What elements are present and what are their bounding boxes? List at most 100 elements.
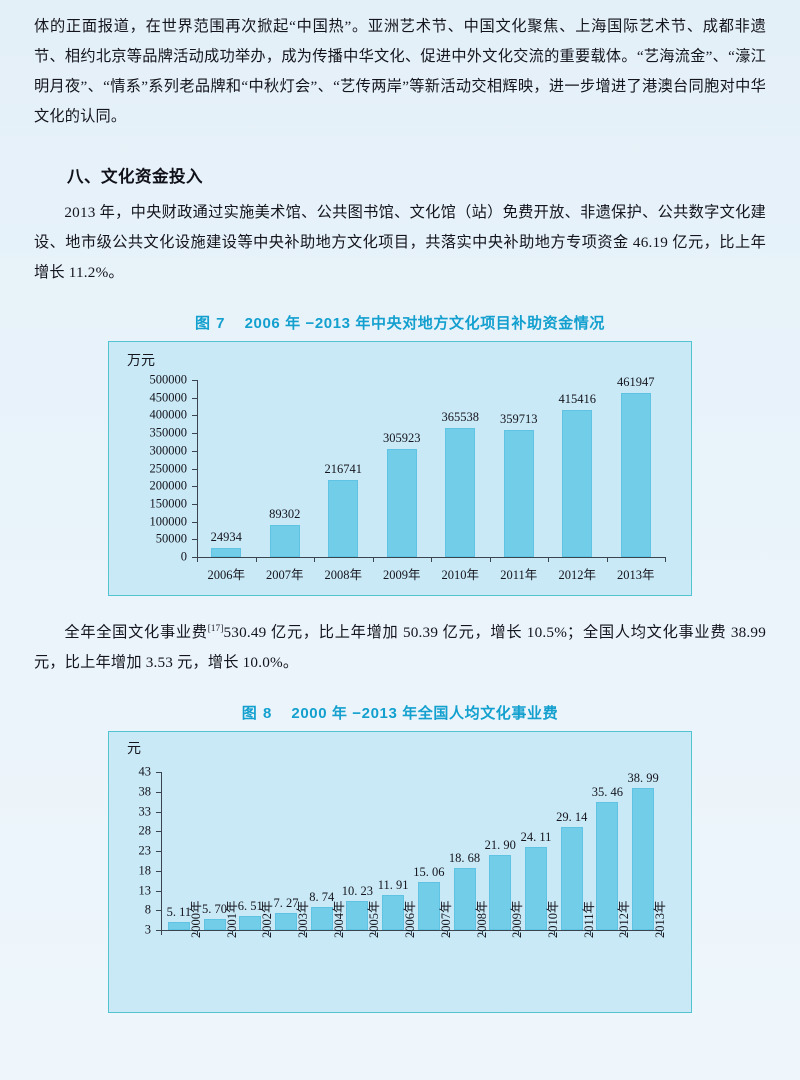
y-tick-mark: [192, 539, 198, 541]
x-tick-label: 2005年: [367, 900, 382, 938]
y-tick-mark: [192, 397, 198, 399]
y-tick-mark: [192, 486, 198, 488]
figure8-label: 图 8: [241, 705, 273, 722]
bar: [489, 855, 512, 930]
x-tick-mark: [661, 930, 662, 935]
figure8-title: 图 8 2000 年 −2013 年全国人均文化事业费: [34, 702, 766, 723]
x-tick-mark: [161, 930, 162, 935]
y-tick-label: 300000: [149, 443, 188, 458]
y-tick-label: 50000: [155, 531, 187, 546]
x-tick-mark: [197, 557, 198, 562]
y-tick-mark: [156, 772, 162, 773]
x-tick-label: 2012年: [558, 568, 596, 582]
y-tick-mark: [156, 910, 162, 912]
figure8-plot-area: 3 8 13 18 23 28 33 38 43 5. 11 2000年 5. 70 2001年 6. 5…: [139, 765, 668, 939]
bar-value-label: 359713: [500, 411, 538, 426]
figure7-y-unit: 万元: [127, 354, 155, 369]
bar: [445, 427, 476, 557]
y-tick-mark: [156, 851, 162, 852]
x-tick-mark: [303, 930, 305, 935]
bar: [382, 894, 405, 930]
y-tick-mark: [192, 468, 198, 470]
bar: [417, 882, 440, 930]
x-tick-label: 2004年: [331, 900, 346, 938]
figure8-y-unit: 元: [127, 742, 141, 757]
y-tick-label: 100000: [149, 514, 188, 529]
y-tick-label: 0: [180, 549, 187, 564]
y-tick-label: 33: [138, 804, 152, 818]
spacer: [34, 288, 766, 302]
x-tick-mark: [314, 557, 315, 562]
figure7-label: 图 7: [195, 315, 226, 332]
bar-value-label: 18. 68: [448, 851, 481, 866]
y-tick-mark: [156, 811, 162, 813]
y-tick-label: 400000: [149, 407, 188, 422]
x-tick-label: 2003年: [296, 900, 310, 938]
x-tick-label: 2011年: [500, 568, 538, 582]
paragraph-expense-part-b: 530.49 亿元，比上年增加 50.39 亿元，增长 10.5%；全国人均文化…: [34, 624, 766, 671]
figure7-title: 图 7 2006 年 −2013 年中央对地方文化项目补助资金情况: [34, 312, 766, 333]
y-tick-label: 250000: [149, 461, 188, 475]
y-tick-mark: [192, 503, 198, 505]
bar: [211, 548, 242, 557]
bar: [562, 409, 593, 557]
bar: [620, 393, 651, 557]
section-heading: 八、文化资金投入: [67, 167, 203, 186]
x-tick-mark: [411, 930, 412, 935]
bar: [167, 921, 190, 930]
x-tick-label: 2009年: [510, 900, 525, 938]
bar-value-label: 24934: [210, 530, 242, 545]
bar: [453, 868, 476, 930]
x-tick-label: 2013年: [616, 568, 655, 582]
x-tick-mark: [431, 557, 432, 562]
x-tick-mark: [232, 930, 234, 935]
x-tick-mark: [518, 930, 520, 935]
y-tick-label: 3: [144, 922, 151, 937]
x-tick-label: 2009年: [382, 568, 421, 582]
y-tick-mark: [192, 557, 198, 558]
x-tick-label: 2013年: [653, 900, 668, 938]
x-tick-mark: [375, 930, 377, 935]
bar-value-label: 11. 91: [377, 877, 409, 892]
figure7-title-text: 2006 年 −2013 年中央对地方文化项目补助资金情况: [244, 315, 605, 332]
x-tick-label: 2011年: [581, 900, 596, 938]
paragraph-funding: 2013 年，中央财政通过实施美术馆、公共图书馆、文化馆（站）免费开放、非遗保护…: [34, 204, 766, 281]
figure7-plot-area: 0 50000 100000 150000 200000 250000 300000 3500…: [150, 373, 666, 582]
x-tick-mark: [548, 557, 549, 562]
bar: [560, 826, 583, 930]
bar-value-label: 24. 11: [520, 829, 552, 844]
y-tick-mark: [156, 930, 162, 931]
document-page: 体的正面报道，在世界范围再次掀起“中国热”。亚洲艺术节、中国文化聚焦、上海国际艺…: [34, 18, 766, 1013]
bar: [203, 919, 226, 930]
x-tick-mark: [196, 930, 198, 935]
bar: [386, 448, 417, 557]
x-tick-mark: [589, 930, 591, 935]
bar-value-label: 415416: [558, 391, 597, 406]
bar: [632, 787, 655, 930]
x-tick-label: 2007年: [265, 568, 304, 582]
y-tick-mark: [156, 870, 162, 872]
x-tick-mark: [489, 557, 491, 562]
bar: [525, 846, 547, 930]
bar-value-label: 38. 99: [627, 770, 659, 785]
bar-value-label: 5. 11: [166, 904, 192, 919]
bar-value-label: 21. 90: [484, 838, 516, 853]
y-tick-mark: [192, 380, 198, 381]
bar-value-label: 10. 23: [341, 884, 374, 899]
bar-value-label: 89302: [269, 507, 301, 522]
x-tick-mark: [372, 557, 374, 562]
y-tick-label: 28: [138, 823, 152, 838]
x-tick-label: 2008年: [324, 568, 362, 582]
bar: [275, 913, 297, 930]
bar: [596, 801, 619, 930]
y-tick-mark: [192, 433, 198, 435]
y-tick-label: 350000: [149, 425, 188, 440]
y-tick-label: 500000: [149, 372, 188, 387]
bar: [328, 480, 359, 557]
x-tick-mark: [553, 930, 555, 935]
y-tick-label: 450000: [149, 390, 188, 405]
figure8-title-text: 2000 年 −2013 年全国人均文化事业费: [291, 705, 559, 722]
bar-value-label: 461947: [617, 375, 655, 390]
y-tick-label: 43: [138, 764, 152, 779]
bar-value-label: 8. 74: [309, 890, 335, 905]
